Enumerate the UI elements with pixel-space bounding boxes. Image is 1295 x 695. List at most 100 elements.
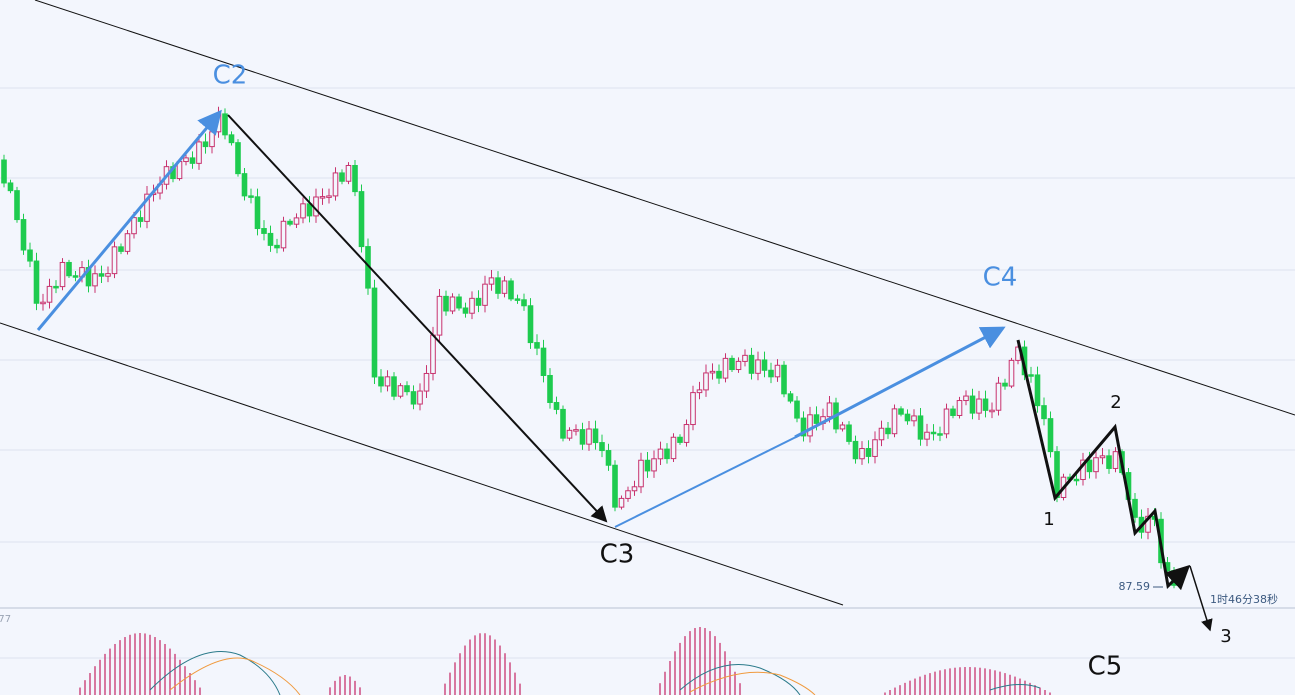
candle-body [326,195,332,198]
candle-body [963,395,969,402]
candle-body [527,305,534,344]
candle-body [612,464,618,508]
candle-body [274,244,280,249]
candle-body [27,249,33,262]
wave-label: C2 [213,61,248,91]
candle-body [1034,374,1041,407]
candle-body [514,298,521,301]
candle-body [729,357,735,371]
indicator-value: 677 [0,614,11,625]
candle-body [677,436,683,443]
sub-label: 3 [1220,626,1231,647]
grid [0,87,1295,659]
candle-body [703,372,709,391]
candle-body [293,217,300,225]
candle-body [755,359,761,374]
candle-body [469,297,475,314]
candle-body [40,301,46,305]
candle-body [722,357,729,379]
candle-body [397,385,404,397]
candle-body [709,370,716,374]
macd-lines [149,651,1041,695]
candle-body [144,193,150,222]
candle-body [1099,455,1106,459]
candle-body [852,440,859,460]
wave-label: C4 [983,263,1018,293]
candle-body [989,409,995,413]
candle-body [807,414,813,437]
candle-body [319,196,326,199]
candle-body [456,296,462,309]
candle-body [59,261,66,288]
candle-body [345,164,352,182]
candle-body [352,164,358,193]
candle-body [1132,498,1138,518]
candle-body [1086,459,1093,473]
candle-body [774,364,781,378]
candle-body [664,448,670,460]
candle-body [92,273,98,287]
candle-body [1054,451,1060,498]
candle-body [943,408,950,435]
candle-body [1041,405,1047,420]
candle-body [1073,478,1080,482]
candle-body [98,273,105,277]
candle-body [651,458,657,472]
candle-body [631,486,638,492]
candle-body [781,364,787,395]
candle-body [1093,457,1099,473]
candle-body [696,389,703,394]
candle-body [14,190,20,221]
candle-body [209,131,215,148]
candle-body [1,159,7,184]
candle-body [742,354,748,362]
candle-body [930,431,937,435]
candle-body [235,142,241,175]
sub-label: 1 [1043,509,1054,530]
candle-body [794,400,800,419]
candle-body [950,408,956,416]
candle-body [982,398,989,411]
candle-body [521,299,527,307]
candle-body [911,415,917,422]
candle-body [358,191,365,248]
candle-body [878,427,885,441]
price-tag: 87.59 [1119,580,1151,593]
candle-body [787,393,794,402]
candle-body [625,490,631,499]
candle-body [592,428,599,444]
candle-body [378,376,384,387]
candle-body [137,217,144,222]
candle-body [449,296,456,312]
candle-body [748,354,755,374]
macd-histogram [79,627,1051,695]
candle-body [436,295,443,336]
candle-body [605,450,612,466]
candle-body [690,392,696,426]
candle-body [196,141,202,164]
candle-body [488,277,495,285]
candle-body [716,370,722,379]
wave-label: C5 [1088,652,1123,682]
sub-label: 2 [1110,392,1121,413]
candle-body [300,203,306,219]
candle-body [917,415,924,440]
candle-body [1008,359,1015,387]
candle-body [222,113,228,136]
candle-body [332,172,339,197]
candle-body [254,196,261,230]
candle-body [683,424,690,443]
channel-lines [0,0,1295,606]
candle-body [885,427,891,435]
candle-body [872,439,878,457]
candle-body [839,424,846,430]
candle-body [560,408,566,439]
candle-body [924,431,930,440]
candle-body [761,359,768,371]
candle-body [1002,382,1008,387]
candle-body [898,408,904,415]
candle-body [976,398,982,414]
candle-body [826,402,833,418]
candle-body [384,376,391,387]
